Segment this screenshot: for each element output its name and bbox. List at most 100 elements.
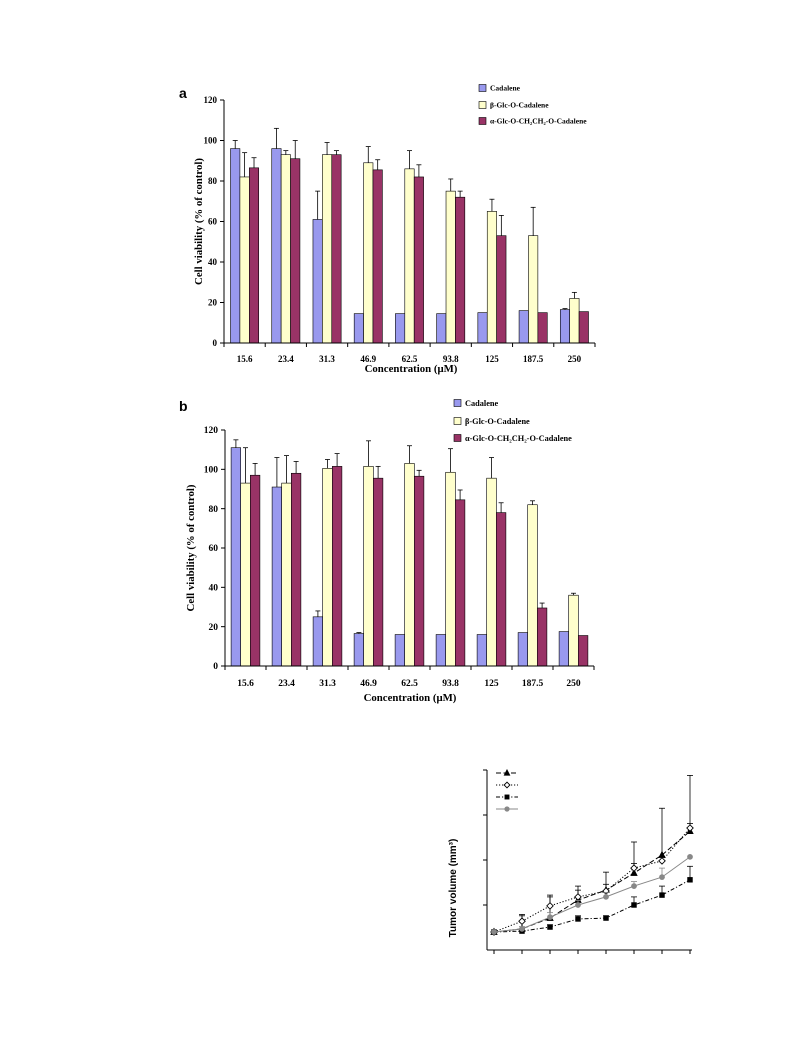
bar-alpha-glc-o-ch2ch2-o-cadalene-23-4 bbox=[290, 158, 301, 344]
x-tick-label: 31.3 bbox=[319, 354, 335, 364]
bar-cadalene-46-9 bbox=[353, 313, 364, 344]
legend-marker-diamond-open bbox=[503, 781, 511, 789]
bar-cadalene-125 bbox=[477, 312, 488, 344]
legend-label-cadalene: Cadalene bbox=[490, 84, 521, 93]
legend-swatch-beta-glc-o-cadalene bbox=[478, 101, 487, 109]
x-tick-label: 23.4 bbox=[278, 679, 295, 689]
bar-cadalene-23-4 bbox=[271, 486, 283, 667]
x-tick-label: 23.4 bbox=[278, 354, 294, 364]
bar-cadalene-250 bbox=[559, 309, 570, 344]
bar-alpha-glc-o-ch2ch2-o-cadalene-125 bbox=[496, 235, 507, 344]
y-tick-label: 80 bbox=[209, 505, 219, 515]
data-point-square-filled bbox=[687, 877, 693, 883]
y-tick-label: 120 bbox=[204, 426, 219, 436]
y-tick-label: 60 bbox=[209, 544, 219, 554]
bar-cadalene-46-9 bbox=[353, 633, 365, 667]
legend bbox=[496, 768, 518, 812]
x-tick-label: 93.8 bbox=[443, 354, 459, 364]
y-tick-label: 100 bbox=[204, 466, 219, 476]
data-point-diamond-open bbox=[658, 857, 666, 865]
legend-swatch-beta-glc-o-cadalene bbox=[453, 417, 462, 425]
legend: Cadalene β-Glc-O-Cadalene α-Glc-O-CH₂CH₂-O… bbox=[453, 399, 572, 443]
y-tick-label: 100 bbox=[204, 136, 218, 146]
x-tick-label: 46.9 bbox=[360, 679, 377, 689]
data-point-circle-filled bbox=[659, 874, 665, 880]
bar-alpha-glc-o-ch2ch2-o-cadalene-46-9 bbox=[372, 477, 384, 667]
bar-beta-glc-o-cadalene-125 bbox=[486, 211, 497, 344]
legend-swatch-alpha-glc-o-ch2ch2-o-cadalene bbox=[478, 117, 487, 125]
bar-beta-glc-o-cadalene-23-4 bbox=[280, 154, 291, 344]
bar-alpha-glc-o-ch2ch2-o-cadalene-15-6 bbox=[249, 167, 260, 344]
bar-cadalene-31-3 bbox=[312, 219, 323, 344]
y-tick-label: 120 bbox=[204, 95, 218, 105]
series-line-triangle-filled bbox=[493, 830, 691, 933]
series-line-circle-filled bbox=[493, 856, 691, 933]
data-point-square-filled bbox=[575, 916, 581, 922]
data-point-square-filled bbox=[603, 915, 609, 921]
bar-beta-glc-o-cadalene-62-5 bbox=[404, 463, 415, 667]
y-tick-label: 20 bbox=[209, 623, 219, 633]
legend-marker-triangle-filled bbox=[503, 768, 511, 776]
x-tick-label: 187.5 bbox=[523, 354, 544, 364]
y-tick-label: 60 bbox=[208, 217, 218, 227]
bar-cadalene-62-5 bbox=[394, 634, 406, 667]
legend-swatch-alpha-glc-o-ch2ch2-o-cadalene bbox=[453, 434, 462, 442]
bar-alpha-glc-o-ch2ch2-o-cadalene-23-4 bbox=[290, 472, 302, 667]
y-tick-label: 0 bbox=[213, 662, 218, 672]
x-tick-label: 15.6 bbox=[237, 679, 254, 689]
bar-cadalene-93-8 bbox=[435, 634, 447, 667]
data-point-diamond-open bbox=[546, 902, 554, 910]
data-point-diamond-open bbox=[518, 917, 526, 926]
panel-label: b bbox=[179, 398, 188, 414]
y-tick-label: 40 bbox=[209, 584, 219, 594]
data-point-circle-filled bbox=[575, 902, 581, 908]
x-tick-label: 125 bbox=[484, 679, 499, 689]
data-point-square-filled bbox=[547, 924, 553, 930]
bar-beta-glc-o-cadalene-31-3 bbox=[322, 468, 333, 667]
data-point-diamond-open bbox=[630, 864, 638, 872]
bar-cadalene-250 bbox=[558, 631, 569, 667]
x-axis-label: Concentration (μM) bbox=[364, 692, 457, 704]
bar-alpha-glc-o-ch2ch2-o-cadalene-62-5 bbox=[413, 475, 425, 667]
y-tick-label: 40 bbox=[208, 257, 218, 267]
bar-beta-glc-o-cadalene-15-6 bbox=[240, 482, 251, 667]
bar-beta-glc-o-cadalene-93-8 bbox=[445, 190, 456, 344]
bar-beta-glc-o-cadalene-46-9 bbox=[363, 162, 374, 344]
legend: Cadalene β-Glc-O-Cadalene α-Glc-O-CH₂CH₂-O… bbox=[478, 84, 587, 126]
data-point-square-filled bbox=[659, 892, 665, 898]
bar-beta-glc-o-cadalene-62-5 bbox=[404, 168, 415, 344]
legend-label-beta-glc-o-cadalene: β-Glc-O-Cadalene bbox=[465, 417, 530, 426]
x-tick-label: 46.9 bbox=[360, 354, 376, 364]
y-tick-label: 80 bbox=[208, 176, 218, 186]
data-point-circle-filled bbox=[491, 929, 497, 935]
bar-cadalene-23-4 bbox=[271, 148, 282, 344]
data-point-circle-filled bbox=[631, 883, 637, 889]
bar-beta-glc-o-cadalene-250 bbox=[568, 594, 579, 667]
x-tick-label: 93.8 bbox=[442, 679, 459, 689]
bar-beta-glc-o-cadalene-187-5 bbox=[528, 235, 539, 344]
bar-alpha-glc-o-ch2ch2-o-cadalene-187-5 bbox=[537, 312, 548, 344]
x-tick-label: 15.6 bbox=[237, 354, 253, 364]
bar-beta-glc-o-cadalene-187-5 bbox=[527, 504, 538, 667]
legend-marker-circle-filled bbox=[504, 806, 510, 812]
line-chart: Tumor volume (mm³) bbox=[448, 768, 694, 954]
x-tick-label: 62.5 bbox=[401, 679, 418, 689]
bar-beta-glc-o-cadalene-125 bbox=[486, 477, 497, 667]
bar-beta-glc-o-cadalene-93-8 bbox=[445, 471, 456, 667]
data-point-diamond-open bbox=[686, 824, 694, 832]
bar-alpha-glc-o-ch2ch2-o-cadalene-15-6 bbox=[250, 474, 261, 667]
bar-cadalene-187-5 bbox=[517, 632, 528, 667]
series-line-square-filled bbox=[493, 879, 691, 933]
bar-alpha-glc-o-ch2ch2-o-cadalene-250 bbox=[578, 311, 589, 344]
bar-alpha-glc-o-ch2ch2-o-cadalene-46-9 bbox=[372, 169, 383, 344]
legend-label-beta-glc-o-cadalene: β-Glc-O-Cadalene bbox=[490, 101, 549, 110]
bar-beta-glc-o-cadalene-31-3 bbox=[322, 154, 333, 344]
bar-alpha-glc-o-ch2ch2-o-cadalene-31-3 bbox=[331, 154, 342, 344]
bar-cadalene-62-5 bbox=[395, 313, 406, 344]
bar-beta-glc-o-cadalene-250 bbox=[569, 298, 580, 344]
data-point-square-filled bbox=[631, 902, 637, 908]
x-axis-label: Concentration (μM) bbox=[365, 363, 458, 375]
bar-alpha-glc-o-ch2ch2-o-cadalene-31-3 bbox=[331, 466, 343, 667]
bar-chart-a: a 0 20 40 60 80 100 120 15.6 23.4 31.3 46.9 62.5 93.8… bbox=[179, 84, 596, 375]
